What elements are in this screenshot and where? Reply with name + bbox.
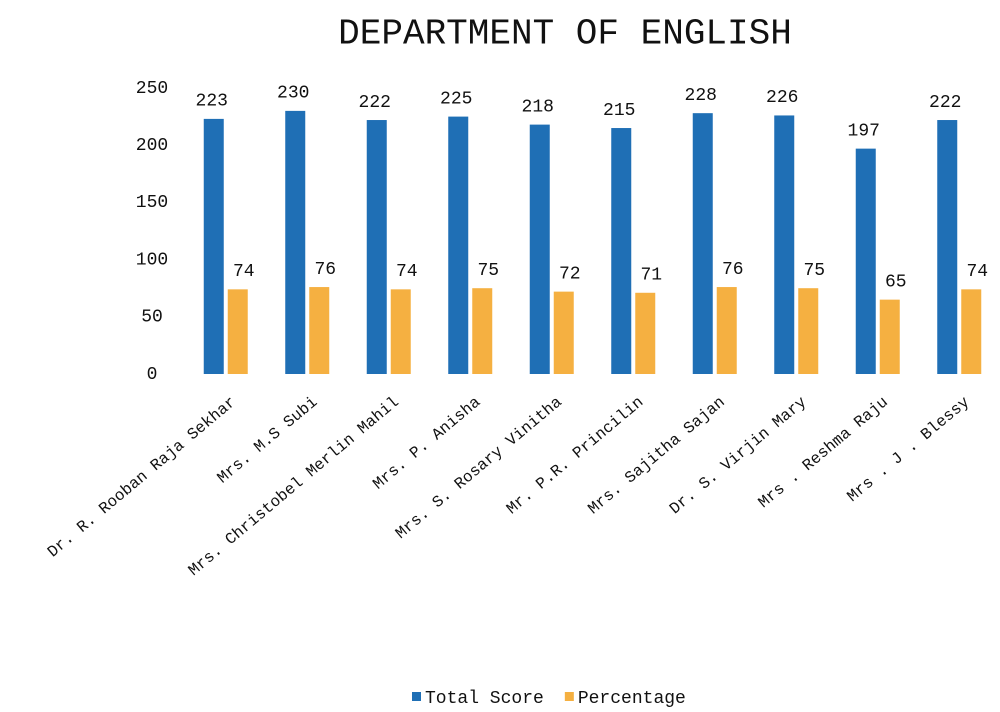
data-label: 230 xyxy=(277,84,309,104)
y-tick-label: 200 xyxy=(136,136,168,156)
data-label: 215 xyxy=(603,101,635,121)
bar xyxy=(553,291,574,374)
data-label: 222 xyxy=(929,93,961,113)
data-label: 225 xyxy=(440,89,472,109)
y-tick-label: 0 xyxy=(147,365,158,385)
data-label: 197 xyxy=(848,121,880,141)
data-label: 218 xyxy=(522,97,554,117)
x-tick-label: Mr. P.R. Princilin xyxy=(503,393,647,518)
data-label: 75 xyxy=(803,261,825,281)
data-label: 76 xyxy=(722,260,744,280)
bar xyxy=(611,128,632,374)
data-label: 76 xyxy=(314,260,336,280)
y-tick-label: 100 xyxy=(136,250,168,270)
y-tick-label: 50 xyxy=(141,308,163,328)
bar xyxy=(285,110,306,374)
data-label: 74 xyxy=(396,262,418,282)
data-label: 226 xyxy=(766,88,798,108)
x-tick-label: Dr. S. Virjin Mary xyxy=(666,393,810,518)
x-tick-label: Mrs. Sajitha Sajan xyxy=(585,393,729,518)
legend-label: Total Score xyxy=(425,689,544,709)
data-label: 223 xyxy=(196,92,228,112)
y-tick-label: 250 xyxy=(136,79,168,99)
bar xyxy=(635,292,656,374)
data-label: 75 xyxy=(477,261,499,281)
bar xyxy=(390,289,411,374)
legend-swatch xyxy=(412,692,421,701)
legend-label: Percentage xyxy=(578,689,686,709)
bar xyxy=(309,287,330,374)
bar xyxy=(472,288,493,374)
bar xyxy=(937,120,958,374)
bar xyxy=(879,299,900,374)
data-label: 74 xyxy=(966,262,988,282)
x-tick-label: Mrs . Reshma Raju xyxy=(755,393,892,512)
y-tick-label: 150 xyxy=(136,193,168,213)
bar xyxy=(961,289,982,374)
bar xyxy=(203,118,224,374)
legend-swatch xyxy=(564,692,574,701)
bar xyxy=(774,115,795,375)
data-label: 228 xyxy=(685,86,717,106)
bar xyxy=(448,116,469,374)
data-label: 74 xyxy=(233,262,255,282)
bar xyxy=(366,120,387,374)
data-label: 72 xyxy=(559,264,581,284)
chart-title: DEPARTMENT OF ENGLISH xyxy=(338,14,792,55)
x-tick-label: Mrs. S. Rosary Vinitha xyxy=(392,393,566,543)
bar xyxy=(798,288,819,374)
data-label: 222 xyxy=(359,93,391,113)
bar xyxy=(227,289,248,374)
bar xyxy=(692,113,713,374)
data-label: 65 xyxy=(885,272,907,292)
bar xyxy=(855,148,876,374)
x-tick-label: Dr. R. Rooban Raja Sekhar xyxy=(44,393,239,561)
bar xyxy=(529,124,550,374)
bar xyxy=(716,287,737,374)
data-label: 71 xyxy=(640,266,662,286)
